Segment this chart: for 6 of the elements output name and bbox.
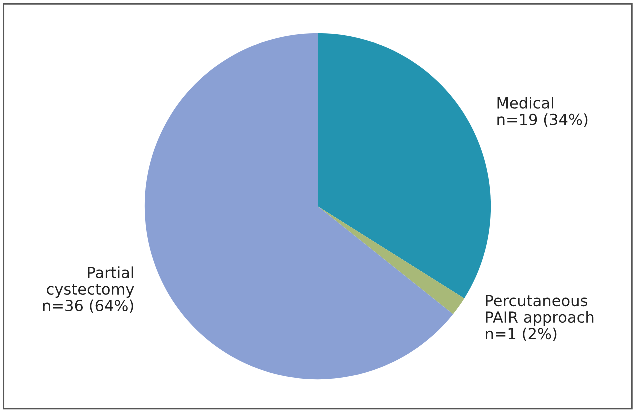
data-label: n=36 (64%) <box>43 300 134 314</box>
data-label: n=1 (2%) <box>486 328 557 342</box>
data-label: n=19 (34%) <box>498 114 588 128</box>
slice-label: Medical <box>498 97 554 109</box>
pie-slice <box>318 206 465 314</box>
pie-slice <box>144 33 454 380</box>
